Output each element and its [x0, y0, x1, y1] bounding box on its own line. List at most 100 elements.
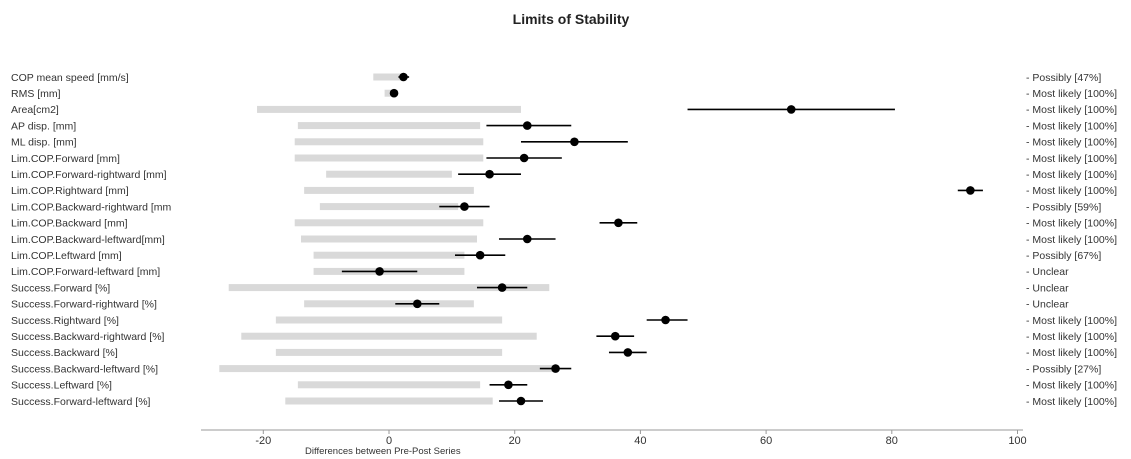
x-tick-label: 0	[386, 435, 392, 447]
inference-label: - Most likely [100%]	[1026, 120, 1117, 132]
x-axis: -20 0 20 40 60 80 100	[201, 429, 1027, 447]
swc-band	[313, 251, 465, 259]
swc-band	[257, 105, 521, 113]
inference-label: - Most likely [100%]	[1026, 169, 1117, 181]
row-label: Lim.COP.Forward-leftward [mm]	[11, 266, 160, 278]
row-label: Success.Forward-leftward [%]	[11, 396, 151, 408]
inference-label: - Most likely [100%]	[1026, 88, 1117, 100]
row-labels: COP mean speed [mm/s] RMS [mm] Area[cm2] AP…	[11, 72, 172, 408]
x-tick-label: -20	[255, 435, 271, 447]
mean-point	[522, 121, 532, 130]
mean-point	[460, 202, 469, 211]
inference-label: - Most likely [100%]	[1026, 185, 1117, 197]
swc-band	[373, 73, 405, 81]
mean-point	[504, 380, 513, 390]
row-label: Lim.COP.Backward [mm]	[11, 218, 128, 230]
row-label: Success.Backward-leftward [%]	[11, 363, 158, 375]
mean-point	[375, 267, 384, 276]
row-label: Success.Leftward [%]	[11, 380, 112, 392]
swc-band	[304, 300, 474, 308]
row-label: AP disp. [mm]	[11, 120, 76, 132]
mean-points	[375, 72, 975, 406]
mean-point	[522, 234, 532, 244]
inference-label: - Most likely [100%]	[1026, 218, 1117, 230]
x-tick-label: 40	[634, 435, 646, 447]
inference-label: - Possibly [27%]	[1026, 363, 1101, 375]
mean-point	[516, 396, 526, 406]
inference-label: - Most likely [100%]	[1026, 347, 1117, 359]
swc-band	[297, 122, 481, 130]
swc-band	[219, 365, 559, 373]
row-label: Success.Forward [%]	[11, 282, 110, 294]
row-label: Success.Backward [%]	[11, 347, 118, 359]
swc-band	[301, 235, 477, 243]
mean-point	[623, 348, 633, 357]
inference-label: - Most likely [100%]	[1026, 396, 1117, 408]
inference-label: - Most likely [100%]	[1026, 315, 1117, 327]
mean-point	[614, 218, 623, 228]
inference-label: - Most likely [100%]	[1026, 104, 1117, 116]
row-label: Lim.COP.Rightward [mm]	[11, 185, 129, 197]
row-label: RMS [mm]	[11, 88, 61, 100]
row-label: ML disp. [mm]	[11, 137, 77, 149]
inference-label: - Unclear	[1026, 266, 1069, 278]
row-label: Lim.COP.Forward-rightward [mm]	[11, 169, 167, 181]
inference-labels: - Possibly [47%] - Most likely [100%] - Mo…	[1026, 72, 1117, 408]
row-label: Lim.COP.Forward [mm]	[11, 153, 120, 165]
chart-title: Limits of Stability	[513, 11, 630, 27]
swc-band	[241, 332, 537, 340]
mean-point	[786, 105, 796, 114]
mean-point	[389, 88, 399, 98]
row-label: Lim.COP.Leftward [mm]	[11, 250, 122, 262]
swc-band	[228, 284, 550, 292]
mean-point	[412, 299, 422, 309]
row-label: Success.Backward-rightward [%]	[11, 331, 165, 343]
inference-label: - Most likely [100%]	[1026, 153, 1117, 165]
mean-point	[399, 72, 408, 82]
mean-point	[551, 364, 560, 373]
x-axis-ticks: -20 0 20 40 60 80 100	[255, 430, 1027, 447]
swc-band	[297, 381, 481, 389]
swc-bands	[219, 73, 559, 405]
row-label: Area[cm2]	[11, 104, 59, 116]
x-tick-label: 80	[886, 435, 898, 447]
inference-label: - Unclear	[1026, 299, 1069, 311]
swc-band	[285, 397, 493, 405]
x-tick-label: 20	[509, 435, 521, 447]
mean-point	[519, 153, 529, 163]
inference-label: - Most likely [100%]	[1026, 137, 1117, 149]
inference-label: - Most likely [100%]	[1026, 380, 1117, 392]
mean-point	[966, 186, 975, 195]
inference-label: - Most likely [100%]	[1026, 234, 1117, 246]
swc-band	[294, 219, 484, 227]
row-label: Success.Rightward [%]	[11, 315, 119, 327]
swc-band	[275, 316, 503, 324]
mean-point	[475, 250, 485, 260]
mean-point	[497, 283, 507, 292]
mean-point	[485, 169, 494, 179]
swc-band	[319, 203, 459, 211]
swc-band	[384, 89, 394, 97]
row-label: Success.Forward-rightward [%]	[11, 299, 157, 311]
x-axis-label: Differences between Pre-Post Series	[305, 446, 461, 457]
row-label: COP mean speed [mm/s]	[11, 72, 129, 84]
swc-band	[294, 154, 484, 162]
swc-band	[326, 170, 452, 178]
inference-label: - Unclear	[1026, 282, 1069, 294]
inference-label: - Possibly [59%]	[1026, 201, 1101, 213]
row-label: Lim.COP.Backward-leftward[mm]	[11, 234, 165, 246]
swc-band	[304, 186, 474, 194]
inference-label: - Possibly [47%]	[1026, 72, 1101, 84]
swc-band	[294, 138, 484, 146]
inference-label: - Most likely [100%]	[1026, 331, 1117, 343]
mean-point	[610, 331, 620, 341]
mean-point	[661, 315, 670, 325]
x-tick-label: 60	[760, 435, 772, 447]
inference-label: - Possibly [67%]	[1026, 250, 1101, 262]
x-tick-label: 100	[1008, 435, 1026, 447]
swc-band	[275, 348, 503, 356]
mean-point	[570, 137, 579, 147]
row-label: Lim.COP.Backward-rightward [mm	[11, 201, 172, 213]
